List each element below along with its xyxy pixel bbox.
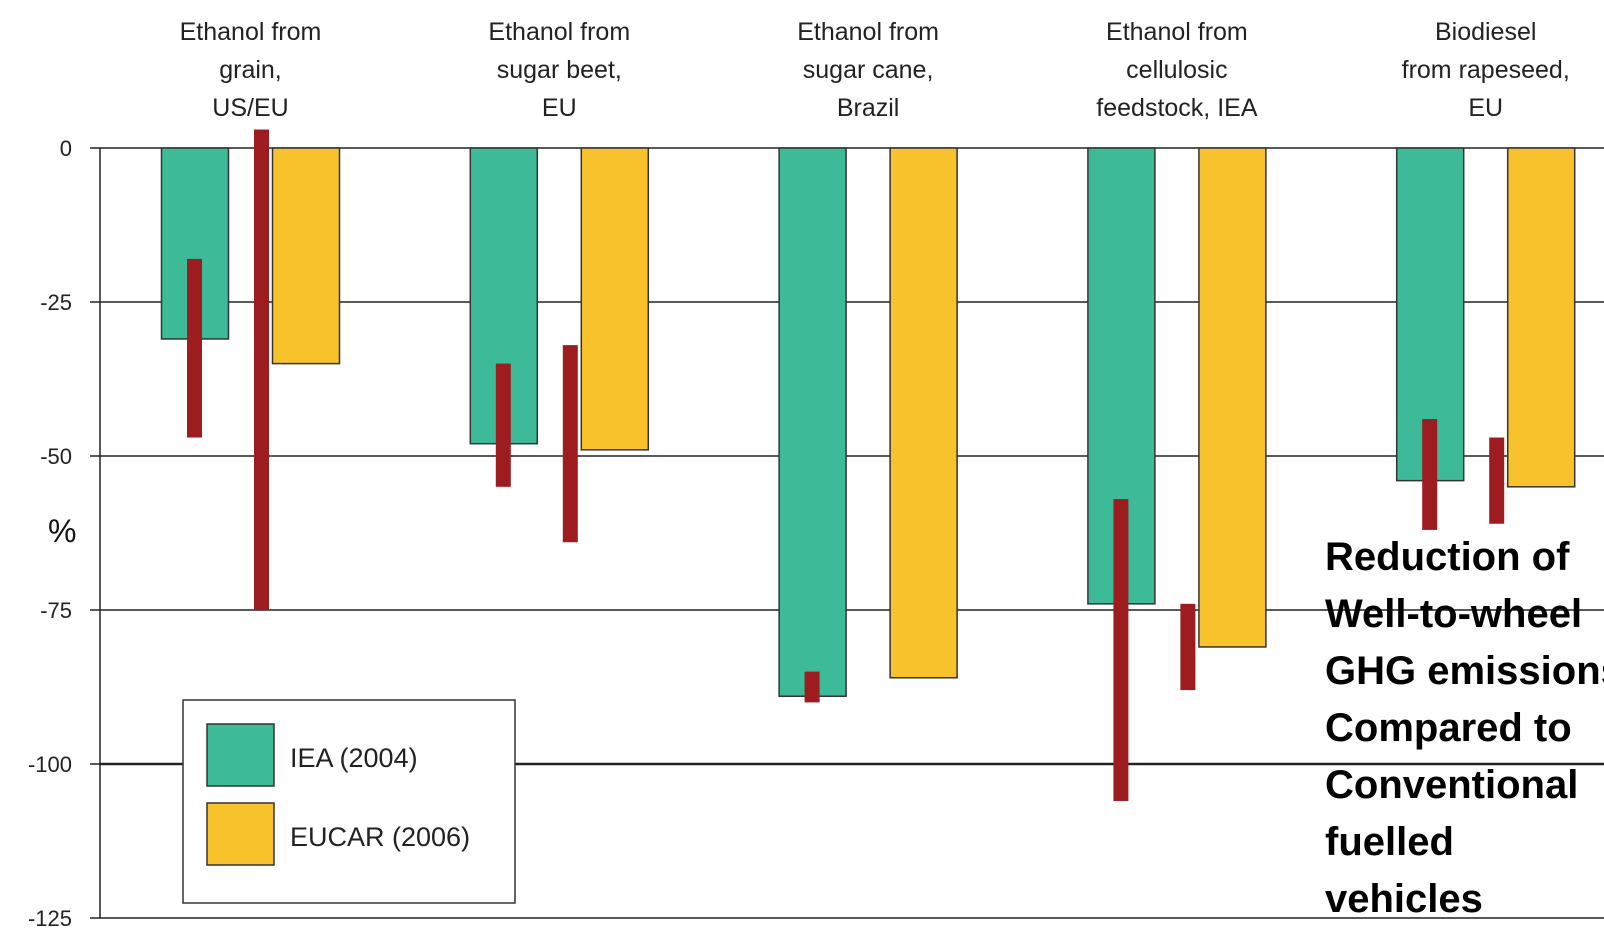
range-line <box>495 363 511 487</box>
range-line <box>804 671 820 703</box>
category-label: Ethanol from sugar cane, Brazil <box>797 18 939 122</box>
range-line <box>254 129 269 610</box>
category-label: Ethanol from sugar beet, EU <box>488 18 630 122</box>
y-axis-label: % <box>48 513 76 549</box>
bar <box>1198 147 1267 648</box>
category-labels: Ethanol from grain, US/EU Ethanol from sugar… <box>180 18 1570 122</box>
y-tick-labels: 0 -25 -50 -75 -100 -125 <box>28 136 72 929</box>
legend-label-eucar: EUCAR (2006) <box>290 822 470 852</box>
range-line <box>562 345 578 543</box>
range-lines <box>187 129 1505 801</box>
range-line <box>1489 437 1505 524</box>
range-line <box>1180 603 1196 691</box>
category-label: Ethanol from cellulosic feedstock, IEA <box>1096 18 1258 122</box>
range-line <box>187 258 202 438</box>
category-label: Biodiesel from rapeseed, EU <box>1402 18 1570 122</box>
bar <box>1506 147 1576 488</box>
range-line <box>1113 499 1129 801</box>
range-line <box>1422 419 1438 530</box>
y-tick-label: -100 <box>28 752 72 777</box>
bar <box>778 147 847 697</box>
legend: IEA (2004) EUCAR (2006) <box>182 699 516 904</box>
legend-label-iea: IEA (2004) <box>290 743 418 773</box>
y-tick-label: -50 <box>40 444 72 469</box>
bar <box>889 147 958 679</box>
category-label: Ethanol from grain, US/EU <box>180 18 322 122</box>
y-tick-label: -25 <box>40 290 72 315</box>
grid-layer <box>90 147 1604 919</box>
legend-swatch-eucar <box>206 802 275 866</box>
annotation-text: Reduction of Well-to-wheel GHG emissions Co… <box>1325 535 1604 921</box>
y-tick-label: 0 <box>60 136 72 161</box>
legend-swatch-iea <box>206 723 275 787</box>
y-tick-label: -125 <box>28 906 72 929</box>
y-tick-label: -75 <box>40 598 72 623</box>
annotation: Reduction of Well-to-wheel GHG emissions Co… <box>1325 535 1604 921</box>
bar <box>271 147 341 365</box>
bar <box>580 147 650 451</box>
